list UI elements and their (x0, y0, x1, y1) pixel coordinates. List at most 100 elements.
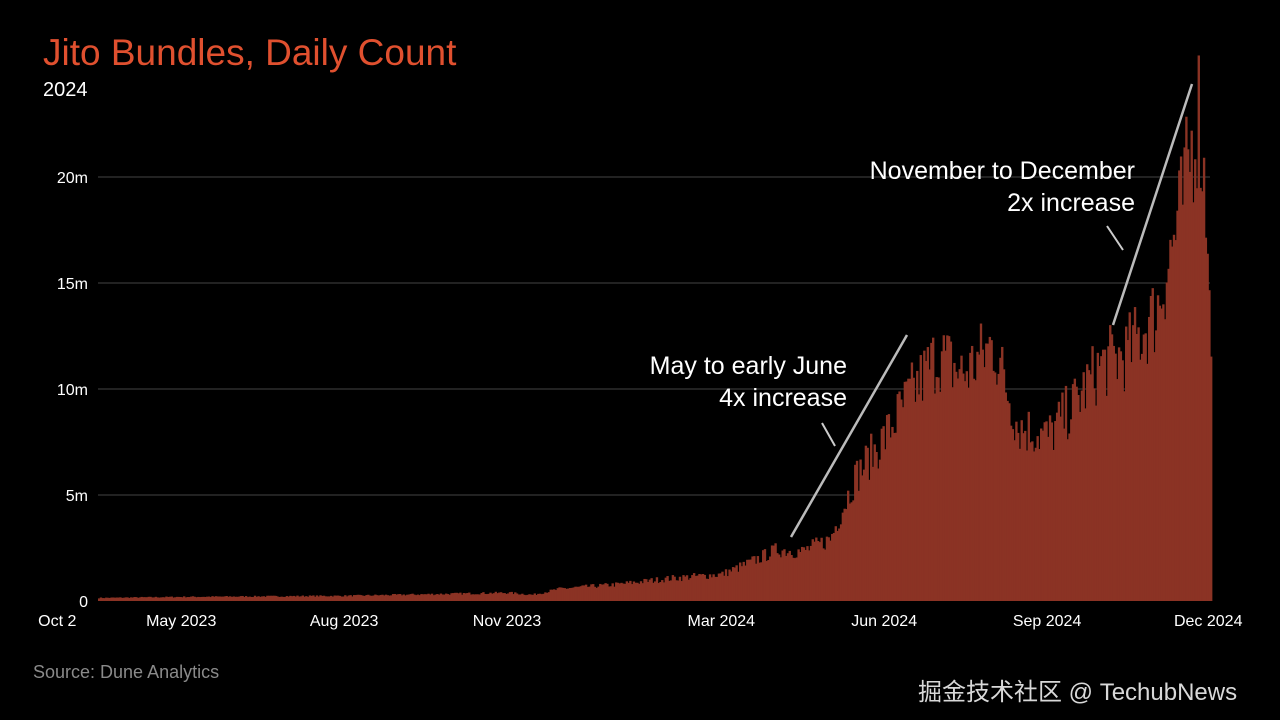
bar (437, 594, 441, 601)
bar (1194, 159, 1197, 601)
bar (399, 594, 402, 601)
bar (1160, 308, 1163, 601)
bar (113, 597, 117, 601)
bar (875, 451, 878, 601)
bar (1077, 394, 1080, 601)
bar (657, 583, 660, 601)
bar (1188, 171, 1192, 601)
bar (1052, 449, 1055, 601)
bar (754, 563, 758, 601)
bar (370, 595, 374, 601)
bar (981, 349, 984, 601)
bar (636, 582, 639, 601)
bar (230, 596, 234, 601)
bar (838, 528, 841, 601)
bar (1133, 307, 1137, 601)
bar (260, 596, 264, 601)
watermark: 掘金技术社区 @ TechubNews (918, 679, 1238, 706)
bar (689, 578, 692, 601)
bar (282, 596, 285, 601)
bar (963, 381, 967, 601)
bar (615, 582, 618, 601)
bar (604, 583, 607, 601)
bar (1132, 325, 1135, 601)
bar (436, 594, 439, 601)
bar (893, 432, 896, 601)
bar (1032, 451, 1036, 601)
bar (182, 596, 186, 601)
bar (101, 598, 104, 601)
bar (393, 593, 397, 601)
bar (466, 593, 469, 601)
bar (383, 595, 386, 601)
bar (1103, 349, 1107, 601)
bar (175, 596, 179, 601)
bar (494, 591, 498, 601)
annotation-nov-dec: November to December 2x increase (870, 155, 1135, 219)
bar (889, 437, 892, 601)
annotation-line: 2x increase (1007, 189, 1135, 217)
bar (172, 597, 175, 601)
bar (847, 490, 850, 601)
bar (885, 415, 889, 601)
bar (836, 530, 839, 601)
bar (427, 593, 430, 601)
x-tick-label: Dec 2024 (1174, 613, 1243, 630)
bar (328, 596, 331, 601)
bar (990, 340, 993, 601)
bar (1125, 326, 1128, 601)
bar (953, 362, 956, 601)
bar (593, 586, 597, 601)
bar (916, 370, 919, 601)
bar (795, 557, 799, 601)
bar (818, 542, 822, 601)
bar (1100, 356, 1103, 601)
bar (707, 579, 710, 601)
bar (515, 593, 519, 601)
bar (724, 569, 728, 601)
bar (1025, 450, 1029, 601)
bar (379, 594, 382, 601)
bar (827, 537, 830, 601)
bar (645, 579, 648, 601)
bar (1176, 210, 1179, 601)
bar (967, 387, 970, 601)
bar (641, 583, 644, 601)
bar (128, 598, 131, 601)
bar (687, 579, 691, 601)
bar (1094, 405, 1098, 601)
bar (664, 577, 667, 601)
bar (409, 594, 413, 601)
bar (528, 594, 531, 601)
bar (1109, 325, 1112, 601)
bar (264, 596, 267, 601)
bar (763, 549, 767, 601)
bar (207, 596, 211, 601)
bar (376, 595, 379, 601)
bar (278, 596, 281, 601)
bar (227, 596, 230, 601)
bar (499, 592, 503, 601)
bar (1112, 345, 1115, 601)
bar (1057, 401, 1061, 601)
bar (1096, 352, 1100, 601)
annotation-line: May to early June (649, 352, 847, 380)
bar (600, 584, 604, 601)
bar (402, 594, 405, 601)
bar (1022, 433, 1025, 601)
bar (1186, 149, 1190, 601)
bar (152, 597, 156, 601)
bar (322, 595, 326, 601)
bar (491, 593, 494, 601)
bar (740, 566, 744, 601)
bar (1192, 202, 1195, 602)
bar (216, 596, 220, 601)
bar (422, 594, 425, 601)
bar (259, 596, 262, 601)
bar (726, 576, 729, 601)
bar (924, 361, 928, 601)
bar (583, 585, 586, 601)
bar (414, 595, 418, 601)
bar (698, 573, 701, 601)
bar (106, 597, 110, 601)
